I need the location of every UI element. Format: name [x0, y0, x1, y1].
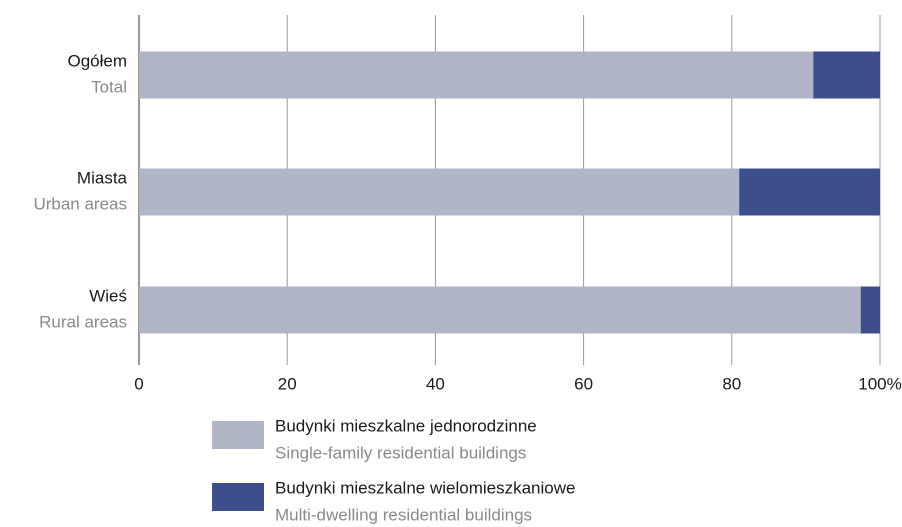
- legend-swatch: [212, 421, 264, 449]
- bar-segment: [139, 51, 814, 99]
- legend-label: Budynki mieszkalne wielomieszkaniowe: [275, 478, 575, 497]
- category-subtitle: Urban areas: [33, 194, 127, 213]
- bar-segment: [860, 286, 880, 334]
- category-label: Miasta: [77, 168, 128, 187]
- bar-segment: [139, 286, 861, 334]
- bar-segment: [813, 51, 880, 99]
- x-tick-label: 100%: [858, 374, 901, 393]
- x-tick-label: 40: [426, 374, 445, 393]
- x-tick-label: 60: [574, 374, 593, 393]
- legend-subtitle: Single-family residential buildings: [275, 443, 526, 462]
- bar-segment: [139, 168, 740, 216]
- x-tick-label: 0: [134, 374, 143, 393]
- x-tick-label: 80: [722, 374, 741, 393]
- legend-swatch: [212, 483, 264, 511]
- category-label: Ogółem: [67, 51, 127, 70]
- legend-subtitle: Multi-dwelling residential buildings: [275, 505, 532, 524]
- x-tick-label: 20: [278, 374, 297, 393]
- legend-label: Budynki mieszkalne jednorodzinne: [275, 416, 537, 435]
- bar-segment: [739, 168, 880, 216]
- category-label: Wieś: [89, 286, 127, 305]
- category-subtitle: Rural areas: [39, 312, 127, 331]
- category-subtitle: Total: [91, 77, 127, 96]
